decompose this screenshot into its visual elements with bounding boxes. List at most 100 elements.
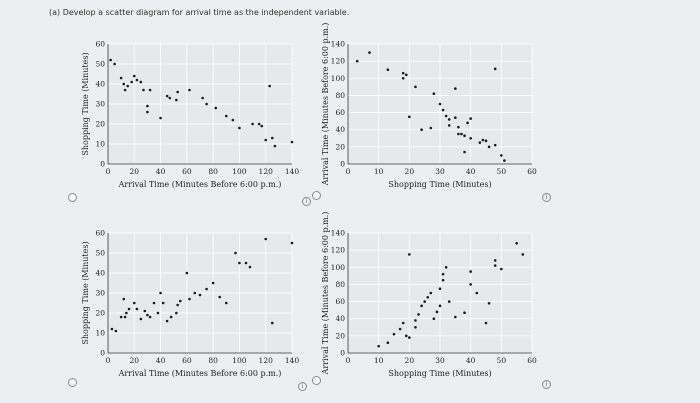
scatter-point: [469, 283, 472, 286]
y-tick-label: 0: [340, 349, 345, 358]
x-tick-label: 140: [285, 167, 300, 176]
option-2-radio[interactable]: [312, 191, 321, 200]
y-tick-label: 10: [95, 329, 105, 338]
scatter-point: [429, 126, 433, 130]
scatter-point: [420, 128, 423, 132]
scatter-point: [175, 98, 178, 102]
x-tick-label: 20: [130, 167, 140, 176]
scatter-point: [119, 315, 123, 319]
scatter-point: [392, 332, 396, 336]
scatter-point: [447, 118, 451, 121]
y-tick-label: 100: [331, 74, 346, 83]
scatter-point: [438, 304, 442, 308]
info-icon[interactable]: i: [302, 197, 311, 206]
scatter-point: [447, 124, 451, 127]
scatter-point: [188, 297, 191, 301]
x-axis-title: Arrival Time (Minutes Before 6:00 p.m.): [118, 180, 282, 189]
scatter-point: [119, 76, 123, 80]
scatter-chart-svg: 0 20 40 60 80 100 120 140 0 10 20 30 40 50 60 Arrival T…: [81, 229, 299, 379]
scatter-point: [444, 114, 448, 118]
info-icon[interactable]: i: [542, 380, 551, 389]
scatter-point: [408, 336, 411, 339]
y-tick-label: 40: [95, 269, 105, 278]
scatter-point: [401, 71, 405, 75]
scatter-point: [156, 311, 160, 315]
info-icon[interactable]: i: [298, 382, 307, 391]
scatter-point: [178, 299, 182, 303]
scatter-point: [214, 106, 218, 110]
scatter-point: [355, 59, 359, 63]
x-tick-label: 50: [497, 167, 507, 176]
scatter-point: [408, 115, 411, 119]
x-tick-label: 50: [497, 356, 507, 365]
scatter-point: [165, 319, 169, 323]
y-axis-title: Shopping Time (Minutes): [81, 241, 90, 344]
x-axis-title: Shopping Time (Minutes): [388, 369, 491, 378]
scatter-point: [218, 295, 222, 299]
scatter-point: [441, 272, 445, 276]
scatter-point: [429, 291, 433, 295]
scatter-plot-option-1: 0 20 40 60 80 100 120 140 0 10 20 30 40 50 60 Arrival T…: [80, 36, 300, 196]
scatter-chart-svg: 0 10 20 30 40 50 60 0 20 40 60 80 100 120 140 Shopping …: [321, 23, 537, 189]
scatter-point: [211, 281, 215, 285]
option-1-radio[interactable]: [68, 193, 77, 202]
scatter-point: [441, 278, 445, 282]
scatter-point: [159, 291, 162, 295]
info-icon[interactable]: i: [542, 193, 551, 202]
scatter-point: [125, 311, 128, 315]
x-tick-label: 0: [346, 356, 351, 365]
scatter-point: [244, 261, 248, 265]
scatter-point: [161, 301, 165, 305]
scatter-point: [487, 145, 491, 149]
option-4-radio[interactable]: [312, 376, 321, 385]
scatter-point: [135, 78, 139, 82]
x-tick-label: 100: [232, 167, 247, 176]
scatter-point: [493, 67, 497, 71]
scatter-point: [168, 96, 172, 100]
scatter-point: [268, 84, 271, 88]
scatter-point: [126, 84, 130, 88]
y-tick-label: 80: [335, 280, 345, 289]
scatter-point: [503, 159, 506, 162]
x-tick-label: 60: [527, 356, 537, 365]
scatter-point: [148, 315, 152, 319]
gridlines: [347, 232, 533, 354]
x-tick-label: 40: [466, 167, 476, 176]
scatter-point: [198, 293, 202, 297]
y-tick-label: 50: [95, 249, 105, 258]
scatter-point: [432, 317, 436, 321]
x-tick-label: 120: [259, 167, 274, 176]
scatter-point: [500, 154, 503, 157]
scatter-point: [270, 136, 274, 140]
scatter-point: [146, 104, 149, 108]
scatter-point: [122, 297, 126, 301]
option-3-radio[interactable]: [68, 378, 77, 387]
scatter-point: [123, 315, 127, 319]
scatter-point: [109, 58, 112, 62]
scatter-point: [139, 317, 143, 321]
y-tick-label: 80: [335, 91, 345, 100]
y-tick-label: 0: [100, 160, 105, 169]
scatter-point: [113, 62, 116, 66]
scatter-point: [404, 334, 408, 338]
scatter-point: [404, 73, 408, 77]
scatter-point: [175, 311, 178, 315]
scatter-point: [224, 301, 228, 305]
scatter-point: [478, 141, 482, 144]
scatter-point: [417, 313, 420, 316]
scatter-point: [165, 94, 169, 98]
scatter-point: [193, 291, 197, 295]
scatter-point: [135, 307, 139, 311]
scatter-point: [238, 126, 241, 130]
y-tick-label: 30: [95, 100, 105, 109]
scatter-point: [114, 329, 118, 333]
scatter-point: [441, 108, 445, 112]
scatter-point: [454, 116, 457, 120]
x-tick-label: 80: [208, 356, 218, 365]
scatter-point: [176, 90, 179, 94]
y-tick-label: 40: [95, 80, 105, 89]
scatter-point: [469, 136, 472, 140]
scatter-point: [423, 300, 426, 303]
y-tick-label: 60: [95, 229, 105, 238]
scatter-point: [146, 313, 149, 317]
